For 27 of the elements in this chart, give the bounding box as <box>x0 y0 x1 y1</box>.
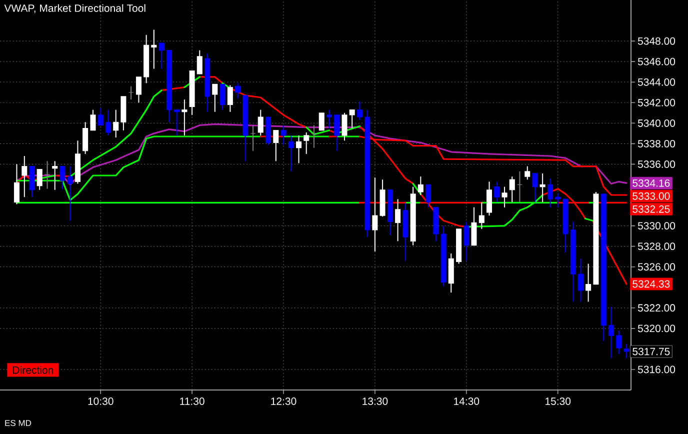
data-label: 5324.33 <box>632 280 670 288</box>
y-tick-label: 5326.00 <box>638 263 676 271</box>
y-tick-label: 5348.00 <box>638 37 676 45</box>
data-label: 5333.00 <box>632 192 670 200</box>
y-tick-label: 5322.00 <box>638 304 676 312</box>
y-tick-label: 5320.00 <box>638 324 676 332</box>
annotation: Direction <box>13 366 53 374</box>
x-tick-label: 15:30 <box>546 398 571 405</box>
x-tick-label: 10:30 <box>88 398 114 405</box>
x-tick-label: 11:30 <box>180 398 204 405</box>
y-tick-label: 5342.00 <box>638 98 676 106</box>
y-tick-label: 5338.00 <box>638 140 676 148</box>
x-tick-label: 13:30 <box>362 398 388 405</box>
y-tick-label: 5316.00 <box>638 366 676 374</box>
text: 5317.75 <box>632 348 670 356</box>
y-tick-label: 5344.00 <box>638 78 676 86</box>
chart-title: VWAP, Market Directional Tool <box>4 4 146 14</box>
y-tick-label: 5328.00 <box>638 242 676 250</box>
y-tick-label: 5346.00 <box>638 58 676 66</box>
data-label: 5332.25 <box>632 205 670 213</box>
text: ES MD <box>5 420 32 426</box>
x-tick-label: 14:30 <box>454 398 480 405</box>
y-tick-label: 5340.00 <box>638 119 676 127</box>
y-tick-label: 5330.00 <box>638 222 676 230</box>
y-tick-label: 5336.00 <box>638 160 676 168</box>
data-label: 5334.16 <box>632 179 670 187</box>
x-tick-label: 12:30 <box>271 398 296 405</box>
